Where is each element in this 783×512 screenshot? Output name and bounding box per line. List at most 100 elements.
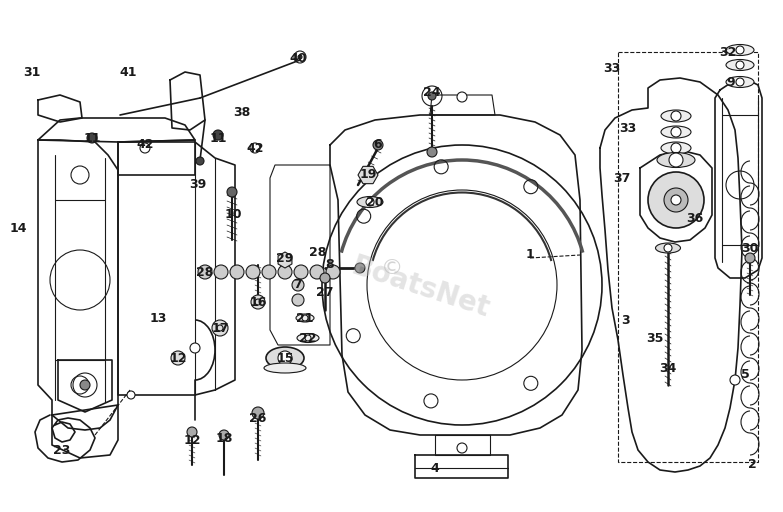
Circle shape xyxy=(219,430,229,440)
Circle shape xyxy=(230,265,244,279)
Circle shape xyxy=(428,92,436,100)
Text: 35: 35 xyxy=(646,331,664,345)
Circle shape xyxy=(87,133,97,143)
Circle shape xyxy=(730,375,740,385)
Text: 3: 3 xyxy=(621,313,630,327)
Text: 20: 20 xyxy=(366,196,384,208)
Text: 11: 11 xyxy=(83,132,101,144)
Circle shape xyxy=(292,279,304,291)
Text: 12: 12 xyxy=(169,352,187,365)
Circle shape xyxy=(250,143,260,153)
Text: 15: 15 xyxy=(276,352,294,365)
Circle shape xyxy=(457,443,467,453)
Circle shape xyxy=(326,265,340,279)
Text: 37: 37 xyxy=(613,172,630,184)
Circle shape xyxy=(671,111,681,121)
Circle shape xyxy=(671,195,681,205)
Ellipse shape xyxy=(661,142,691,154)
Circle shape xyxy=(171,351,185,365)
Text: 23: 23 xyxy=(53,443,70,457)
Circle shape xyxy=(457,92,467,102)
Text: 33: 33 xyxy=(619,121,637,135)
Text: 2: 2 xyxy=(748,459,756,472)
Circle shape xyxy=(252,407,264,419)
Text: BoatsNet: BoatsNet xyxy=(347,252,493,324)
Text: 34: 34 xyxy=(659,361,677,374)
Ellipse shape xyxy=(297,333,319,343)
Text: 28: 28 xyxy=(309,245,327,259)
Text: 18: 18 xyxy=(215,432,233,444)
Text: 29: 29 xyxy=(276,251,294,265)
Circle shape xyxy=(294,265,308,279)
Text: 32: 32 xyxy=(720,46,737,58)
Circle shape xyxy=(127,391,135,399)
Text: 33: 33 xyxy=(604,61,621,75)
Circle shape xyxy=(246,265,260,279)
Circle shape xyxy=(664,188,688,212)
Text: 26: 26 xyxy=(249,412,267,424)
Circle shape xyxy=(187,427,197,437)
Circle shape xyxy=(364,171,372,179)
Text: 24: 24 xyxy=(424,86,441,98)
Ellipse shape xyxy=(657,153,695,167)
Text: 38: 38 xyxy=(233,105,251,118)
Circle shape xyxy=(278,265,292,279)
Ellipse shape xyxy=(726,45,754,55)
Circle shape xyxy=(198,265,212,279)
Text: 4: 4 xyxy=(431,461,439,475)
Circle shape xyxy=(671,127,681,137)
Text: 9: 9 xyxy=(727,75,735,89)
Ellipse shape xyxy=(357,197,383,207)
Text: 14: 14 xyxy=(9,222,27,234)
Circle shape xyxy=(278,351,292,365)
Text: 39: 39 xyxy=(189,179,207,191)
Ellipse shape xyxy=(655,243,680,253)
Circle shape xyxy=(366,198,374,206)
Ellipse shape xyxy=(661,110,691,122)
Ellipse shape xyxy=(726,59,754,71)
Ellipse shape xyxy=(296,314,314,322)
Text: 31: 31 xyxy=(23,66,41,78)
Circle shape xyxy=(213,130,223,140)
Circle shape xyxy=(355,263,365,273)
Ellipse shape xyxy=(264,363,306,373)
Text: 30: 30 xyxy=(742,242,759,254)
Text: 13: 13 xyxy=(150,311,167,325)
Circle shape xyxy=(140,143,150,153)
Circle shape xyxy=(427,147,437,157)
Text: 6: 6 xyxy=(373,139,382,152)
Text: 7: 7 xyxy=(294,279,302,291)
Circle shape xyxy=(227,187,237,197)
Text: 42: 42 xyxy=(136,139,153,152)
Text: 27: 27 xyxy=(316,286,334,298)
Text: 40: 40 xyxy=(289,52,307,65)
Circle shape xyxy=(736,61,744,69)
Circle shape xyxy=(80,380,90,390)
Text: 28: 28 xyxy=(197,266,214,279)
Circle shape xyxy=(190,343,200,353)
Circle shape xyxy=(320,273,330,283)
Circle shape xyxy=(736,46,744,54)
Circle shape xyxy=(736,78,744,86)
Circle shape xyxy=(310,265,324,279)
Circle shape xyxy=(648,172,704,228)
Text: 41: 41 xyxy=(119,66,137,78)
Text: 16: 16 xyxy=(249,295,267,309)
Circle shape xyxy=(214,265,228,279)
Circle shape xyxy=(196,157,204,165)
Ellipse shape xyxy=(726,76,754,88)
Text: ©: © xyxy=(381,258,403,278)
Circle shape xyxy=(669,153,683,167)
Text: 8: 8 xyxy=(326,259,334,271)
Circle shape xyxy=(212,320,228,336)
Circle shape xyxy=(262,265,276,279)
Circle shape xyxy=(292,294,304,306)
Text: 22: 22 xyxy=(299,331,317,345)
Text: 10: 10 xyxy=(224,208,242,222)
Text: 12: 12 xyxy=(183,434,200,446)
Circle shape xyxy=(745,253,755,263)
Ellipse shape xyxy=(661,126,691,138)
Text: 21: 21 xyxy=(296,311,314,325)
Circle shape xyxy=(251,295,265,309)
Text: 36: 36 xyxy=(687,211,704,224)
